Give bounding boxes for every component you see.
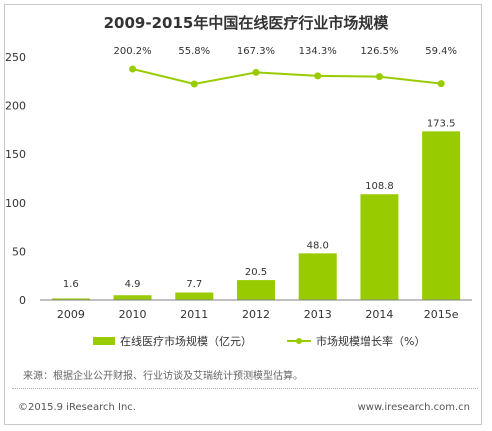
growth-rate-label: 167.3% xyxy=(237,46,275,57)
bar-value-label: 1.6 xyxy=(63,279,79,290)
growth-rate-line xyxy=(132,68,442,86)
growth-rate-point xyxy=(129,65,137,73)
divider xyxy=(12,388,478,389)
x-tick-label: 2013 xyxy=(304,308,332,321)
source-note: 来源：根据企业公开财报、行业访谈及艾瑞统计预测模型估算。 xyxy=(23,371,303,382)
bar xyxy=(175,292,214,300)
y-tick-label: 100 xyxy=(5,197,26,210)
bar xyxy=(113,295,152,300)
line-swatch xyxy=(287,336,311,346)
growth-rate-point xyxy=(314,72,322,80)
growth-rate-point xyxy=(190,80,198,88)
y-tick-label: 0 xyxy=(19,294,26,307)
bar-value-label: 20.5 xyxy=(245,267,267,278)
growth-rate-label: 59.4% xyxy=(425,46,457,57)
x-tick-label: 2009 xyxy=(57,308,85,321)
growth-rate-point xyxy=(252,68,260,76)
y-tick-label: 50 xyxy=(12,245,26,258)
bar-value-label: 108.8 xyxy=(365,181,394,192)
x-tick-label: 2014 xyxy=(365,308,393,321)
y-tick-label: 200 xyxy=(5,100,26,113)
legend: 在线医疗市场规模（亿元） 市场规模增长率（%） xyxy=(0,333,492,351)
chart-frame xyxy=(4,4,482,425)
bar-series xyxy=(51,131,461,300)
bar xyxy=(298,253,337,300)
bar-value-label: 48.0 xyxy=(307,240,329,251)
website-link[interactable]: www.iresearch.com.cn xyxy=(357,402,470,413)
growth-rate-label: 200.2% xyxy=(114,46,152,57)
growth-rate-series: 200.2% 55.8% 167.3% 134.3% 126.5% 59.4% xyxy=(114,46,457,88)
growth-rate-label: 55.8% xyxy=(178,46,210,57)
copyright: ©2015.9 iResearch Inc. xyxy=(18,402,136,413)
legend-label-growth-rate: 市场规模增长率（%） xyxy=(316,335,426,348)
bar-swatch xyxy=(93,337,115,345)
growth-rate-label: 134.3% xyxy=(299,46,337,57)
chart-title: 2009-2015年中国在线医疗行业市场规模 xyxy=(103,14,389,32)
growth-rate-label: 126.5% xyxy=(360,46,398,57)
growth-rate-point xyxy=(375,73,383,81)
x-tick-label: 2011 xyxy=(180,308,208,321)
y-tick-label: 150 xyxy=(5,148,26,161)
growth-rate-point xyxy=(437,80,445,88)
x-tick-label: 2012 xyxy=(242,308,270,321)
x-tick-label: 2010 xyxy=(119,308,147,321)
bar xyxy=(422,131,461,300)
bar-value-label: 4.9 xyxy=(125,279,141,290)
bar xyxy=(51,298,90,300)
legend-item-market-size: 在线医疗市场规模（亿元） xyxy=(93,333,252,349)
y-tick-label: 250 xyxy=(5,51,26,64)
bar xyxy=(237,280,275,300)
x-axis: 2009 2010 2011 2012 2013 2014 2015e xyxy=(57,308,459,321)
legend-label-market-size: 在线医疗市场规模（亿元） xyxy=(120,335,252,348)
legend-item-growth-rate: 市场规模增长率（%） xyxy=(287,333,425,349)
bar xyxy=(360,194,399,300)
x-tick-label: 2015e xyxy=(424,308,459,321)
bar-value-label: 7.7 xyxy=(186,279,202,290)
bar-value-label: 173.5 xyxy=(427,118,456,129)
y-axis: 0 50 100 150 200 250 xyxy=(5,51,26,307)
bar-value-labels: 1.6 4.9 7.7 20.5 48.0 108.8 173.5 xyxy=(63,118,456,290)
